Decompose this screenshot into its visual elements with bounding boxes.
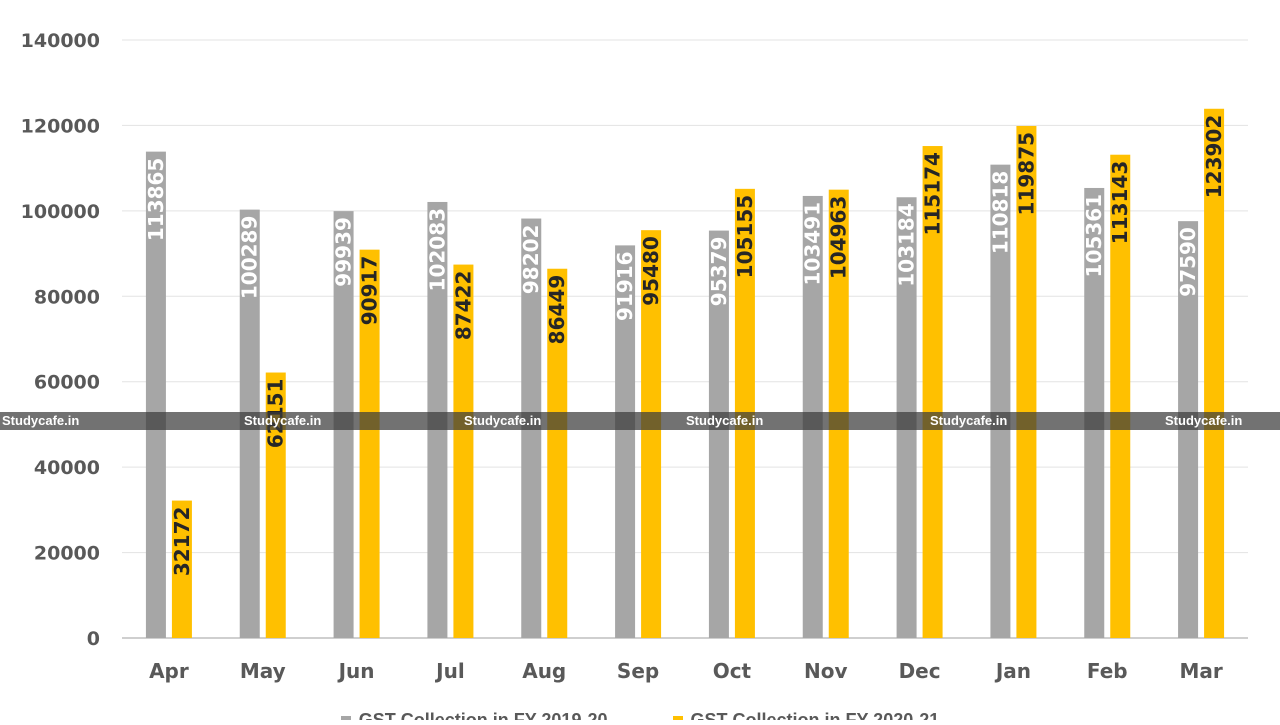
data-label: 95379 [707,237,731,307]
data-label: 100289 [238,216,262,299]
watermark-text: Studycafe.in [1165,413,1243,428]
bar-fy2020-21 [453,264,474,638]
bar-fy2020-21 [359,249,380,638]
x-tick-label: Mar [1179,659,1222,683]
y-tick-label: 0 [87,628,100,650]
y-axis: 0 20000 40000 60000 80000 100000 120000 140000 [21,30,100,650]
watermark-band: Studycafe.in Studycafe.in Studycafe.in S… [0,412,1280,430]
data-label: 86449 [545,275,569,345]
y-tick-label: 60000 [34,372,100,394]
x-tick-label: Sep [617,659,659,683]
data-label: 119875 [1014,132,1038,216]
bars: 1138653217210028962151999399091710208387… [144,108,1226,639]
x-tick-label: Apr [149,659,189,683]
bar-fy2019-20 [708,230,729,639]
data-label: 103184 [895,203,919,286]
watermark-text: Studycafe.in [244,413,322,428]
x-tick-label: Feb [1087,659,1128,683]
x-tick-label: Aug [522,659,566,683]
data-label: 91916 [613,251,637,321]
bar-fy2020-21 [641,230,662,638]
bar-fy2019-20 [615,245,636,638]
y-tick-label: 40000 [34,457,100,479]
x-tick-label: Jul [434,659,465,683]
legend-item-fy2020-21: GST Collection in FY 2020-21 [672,708,940,720]
x-tick-label: Jan [994,659,1031,683]
data-label: 32172 [170,507,194,577]
bar-fy2020-21 [1016,125,1037,638]
watermark-text: Studycafe.in [2,413,80,428]
legend-item-fy2019-20: GST Collection in FY 2019-20 [340,708,608,720]
x-tick-label: Oct [713,659,752,683]
data-label: 105361 [1082,194,1106,278]
y-tick-label: 120000 [21,115,100,137]
bar-fy2020-21 [265,372,286,638]
data-label: 115174 [921,152,945,236]
x-axis: Apr May Jun Jul Aug Sep Oct Nov Dec Jan Feb Mar [149,659,1223,683]
legend-swatch [672,716,683,720]
data-label: 103491 [801,202,825,286]
data-label: 110818 [988,171,1012,255]
data-label: 90917 [358,256,382,326]
bar-fy2020-21 [1204,108,1225,638]
x-tick-label: May [240,659,286,683]
data-label: 98202 [519,225,543,295]
bar-fy2020-21 [1110,154,1131,638]
data-label: 87422 [451,271,475,341]
data-label: 97590 [1176,227,1200,297]
legend-swatch [340,716,351,720]
data-label: 95480 [639,236,663,306]
legend-label: GST Collection in FY 2020-21 [690,710,940,720]
data-label: 105155 [733,195,757,279]
watermark-text: Studycafe.in [686,413,764,428]
x-tick-label: Jun [337,659,375,683]
y-tick-label: 20000 [34,543,100,565]
data-label: 123902 [1202,115,1226,199]
y-tick-label: 80000 [34,286,100,308]
bar-fy2019-20 [145,151,166,638]
watermark-text: Studycafe.in [930,413,1008,428]
x-tick-label: Nov [804,659,848,683]
data-label: 113143 [1108,161,1132,245]
bar-fy2020-21 [547,268,568,638]
bar-fy2020-21 [922,146,943,638]
bar-fy2019-20 [990,164,1011,638]
data-label: 102083 [425,208,449,291]
data-label: 99939 [332,217,356,287]
x-tick-label: Dec [899,659,941,683]
bar-fy2020-21 [171,500,192,638]
legend-label: GST Collection in FY 2019-20 [358,710,608,720]
y-tick-label: 100000 [21,201,100,223]
y-tick-label: 140000 [21,30,100,52]
data-label: 113865 [144,158,168,242]
gridlines [122,39,1248,639]
data-label: 104963 [827,196,851,280]
watermark-text: Studycafe.in [464,413,542,428]
legend: GST Collection in FY 2019-20 GST Collect… [0,708,1280,720]
